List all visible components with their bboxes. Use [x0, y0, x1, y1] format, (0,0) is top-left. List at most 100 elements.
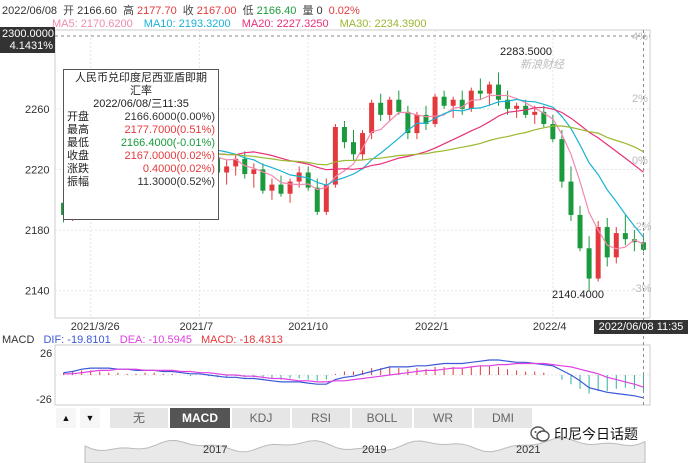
tab-5[interactable]: WR — [414, 408, 474, 428]
candle-body — [559, 139, 565, 182]
tooltip-row-change: 涨跌 0.4000(0.02%) — [67, 163, 215, 176]
candle-body — [459, 99, 465, 109]
x-tick-label: 2021/10 — [288, 321, 328, 333]
y-right-tick-label: 0% — [632, 155, 648, 167]
candle-body — [287, 181, 293, 194]
candle-body — [224, 166, 230, 173]
close-value: 2167.00 — [196, 5, 237, 17]
low-label: 低 — [242, 5, 254, 17]
tabs-prev-button[interactable]: ▲ — [56, 408, 76, 428]
candle-body — [332, 127, 338, 185]
candle-body — [269, 184, 275, 191]
crosshair-y-value: 2300.0000 — [2, 28, 54, 40]
candle-body — [477, 90, 483, 94]
tab-0[interactable]: 无 — [110, 408, 170, 428]
account-watermark: 印尼今日话题 — [530, 423, 638, 445]
macd-legend: MACD DIF: -19.8101 DEA: -10.5945 MACD: -… — [2, 334, 289, 346]
macd-panel: 26 -26 — [36, 344, 651, 406]
high-label: 高 — [122, 5, 134, 17]
min-price-label: 2140.4000 — [552, 289, 604, 301]
overview-year-0: 2017 — [203, 444, 228, 456]
candle-body — [577, 214, 583, 249]
overview-year-2: 2021 — [516, 444, 541, 456]
tab-3[interactable]: RSI — [292, 408, 352, 428]
ma10-legend: MA10: 2193.3200 — [143, 18, 231, 30]
change-pct: 0.02% — [328, 5, 360, 17]
ma20-legend: MA20: 2227.3250 — [241, 18, 329, 30]
candle-body — [341, 127, 347, 143]
x-tick-label: 2021/7 — [179, 321, 213, 333]
volume-value: 0 — [316, 5, 323, 17]
tt-chg-v: 0.4000(0.02%) — [142, 163, 215, 175]
candle-body — [233, 158, 239, 167]
crosshair-y-readout: 2300.0000 4.1431% — [0, 27, 55, 53]
macd-top-label: 26 — [40, 348, 52, 360]
tt-open-k: 开盘 — [67, 111, 89, 123]
macd-value-legend: MACD: -18.4313 — [201, 334, 283, 346]
dif-line — [63, 359, 644, 399]
tab-4[interactable]: BOLL — [352, 408, 414, 428]
candle-body — [351, 142, 356, 155]
overview-line — [84, 437, 646, 463]
candle-body — [550, 123, 556, 140]
candle-body — [541, 111, 547, 124]
dif-legend: DIF: -19.8101 — [43, 334, 111, 346]
candle-body — [387, 99, 393, 115]
crosshair-y-pct: 4.1431% — [9, 40, 53, 52]
candle-body — [631, 239, 637, 243]
overview-area — [84, 437, 646, 463]
candle-body — [514, 105, 520, 109]
candle-body — [251, 169, 257, 174]
tab-1[interactable]: MACD — [170, 408, 232, 428]
close-label: 收 — [182, 5, 194, 17]
y-tick-label: 2140 — [25, 286, 49, 298]
tabs-next-button[interactable]: ▼ — [80, 408, 100, 428]
candle-body — [423, 114, 429, 124]
tooltip-row-open: 开盘 2166.6000(0.00%) — [67, 111, 215, 124]
wechat-icon — [530, 426, 550, 442]
tooltip-row-close: 收盘 2167.0000(0.02%) — [67, 150, 215, 163]
candle-body — [450, 99, 456, 106]
tt-low-k: 最低 — [67, 137, 89, 149]
candle-body — [441, 96, 447, 106]
tab-6[interactable]: DMI — [474, 408, 534, 428]
macd-title: MACD — [2, 334, 35, 346]
tt-close-k: 收盘 — [67, 150, 89, 162]
open-label: 开 — [63, 5, 75, 17]
y-right-tick-label: 2% — [632, 93, 648, 105]
candle-body — [396, 99, 402, 112]
ma5-legend: MA5: 2170.6200 — [52, 18, 133, 30]
plot-frame — [54, 29, 651, 319]
candle-body — [305, 172, 311, 188]
overview-navigator[interactable] — [0, 428, 688, 463]
tooltip-time: 2022/06/08/三11:35 — [93, 98, 189, 110]
dea-line — [63, 362, 644, 388]
candle-body — [323, 184, 329, 212]
tab-2[interactable]: KDJ — [232, 408, 292, 428]
y-tick-label: 2180 — [25, 225, 49, 237]
candle-body — [486, 84, 492, 94]
candle-body — [495, 84, 501, 100]
source-watermark: 新浪财经 — [520, 58, 565, 71]
tooltip-row-high: 最高 2177.7000(0.51%) — [67, 124, 215, 137]
candle-body — [622, 233, 628, 240]
candle-body — [505, 99, 511, 109]
tt-close-v: 2167.0000(0.02%) — [124, 150, 215, 162]
tt-open-v: 2166.6000(0.00%) — [124, 111, 215, 123]
tooltip-row-amplitude: 振幅 11.3000(0.52%) — [67, 176, 215, 189]
volume-label: 量 — [302, 5, 314, 17]
candle-body — [360, 133, 366, 155]
x-tick-label: 2021/3/26 — [71, 321, 120, 333]
tt-high-v: 2177.7000(0.51%) — [124, 124, 215, 136]
candle-body — [405, 111, 411, 134]
open-value: 2166.60 — [77, 5, 117, 17]
candle-body — [242, 158, 248, 174]
x-tick-label: 2022/4 — [533, 321, 567, 333]
candle-body — [613, 233, 619, 258]
ma30-legend: MA30: 2234.3900 — [339, 18, 427, 30]
tooltip-title: 人民币兑印度尼西亚盾即期 — [75, 72, 207, 84]
candle-body — [432, 96, 438, 124]
candle-body — [595, 227, 601, 279]
